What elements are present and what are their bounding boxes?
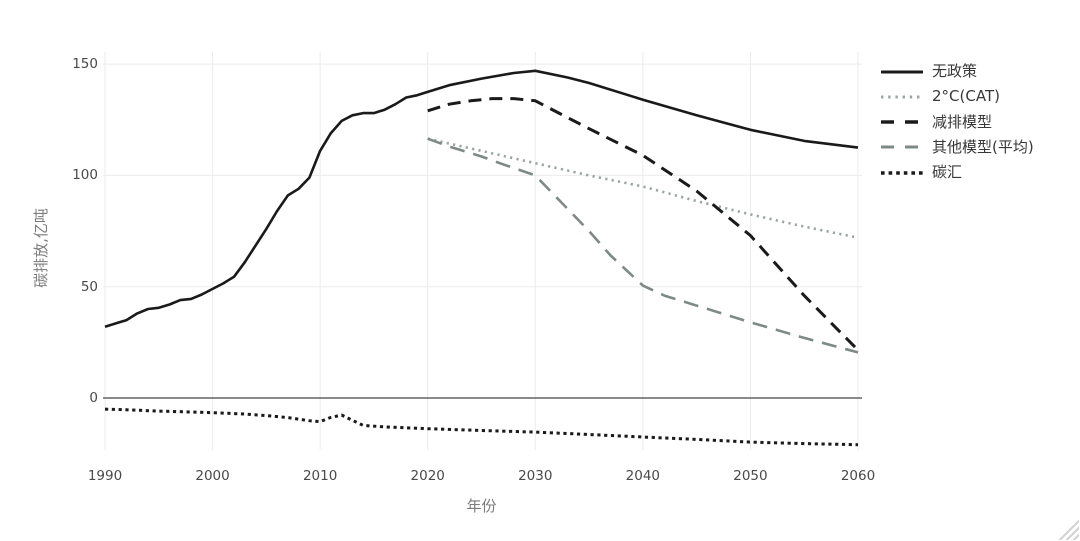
x-tick-label: 2010 — [302, 468, 338, 484]
series-line-cat-2c — [427, 137, 859, 239]
x-tick-label: 2040 — [625, 468, 661, 484]
legend-item-other-models-avg[interactable]: 其他模型(平均) — [881, 135, 1034, 160]
x-tick-label: 2020 — [410, 468, 445, 484]
legend-line-carbon-sink-icon — [881, 170, 923, 175]
x-tick-label: 2060 — [840, 468, 876, 484]
y-tick-label: 0 — [89, 390, 98, 406]
y-tick-label: 150 — [72, 56, 98, 73]
series-line-other-models-avg — [427, 137, 859, 354]
x-axis-title: 年份 — [466, 497, 497, 515]
legend-label: 减排模型 — [932, 112, 993, 131]
legend-line-no-policy-icon — [881, 70, 923, 74]
legend: 无政策 2°C(CAT) 减排模型 其他模型(平均) 碳汇 — [881, 59, 1034, 185]
series-line-carbon-sink — [104, 407, 859, 447]
legend-label: 其他模型(平均) — [932, 137, 1034, 156]
legend-line-mitigation-model-icon — [881, 120, 923, 124]
legend-label: 无政策 — [932, 62, 978, 81]
x-tick-label: 2000 — [195, 468, 230, 484]
y-tick-label: 50 — [80, 278, 98, 295]
legend-line-other-models-avg-icon — [881, 145, 923, 149]
y-tick-label: 100 — [72, 167, 98, 184]
y-axis-title: 碳排放,亿吨 — [32, 208, 50, 288]
legend-line-2c-cat-icon — [881, 95, 923, 99]
legend-label: 2°C(CAT) — [932, 87, 1000, 106]
series-line-mitigation-model — [427, 97, 860, 352]
series-line-no-policy — [104, 69, 859, 329]
legend-item-carbon-sink[interactable]: 碳汇 — [881, 160, 1034, 185]
x-tick-label: 1990 — [87, 468, 123, 484]
legend-label: 碳汇 — [932, 163, 963, 182]
legend-item-no-policy[interactable]: 无政策 — [881, 59, 1034, 84]
legend-item-2c-cat[interactable]: 2°C(CAT) — [881, 84, 1034, 109]
x-tick-label: 2050 — [733, 468, 768, 484]
x-tick-label: 2030 — [518, 468, 553, 484]
legend-item-mitigation-model[interactable]: 减排模型 — [881, 110, 1034, 135]
